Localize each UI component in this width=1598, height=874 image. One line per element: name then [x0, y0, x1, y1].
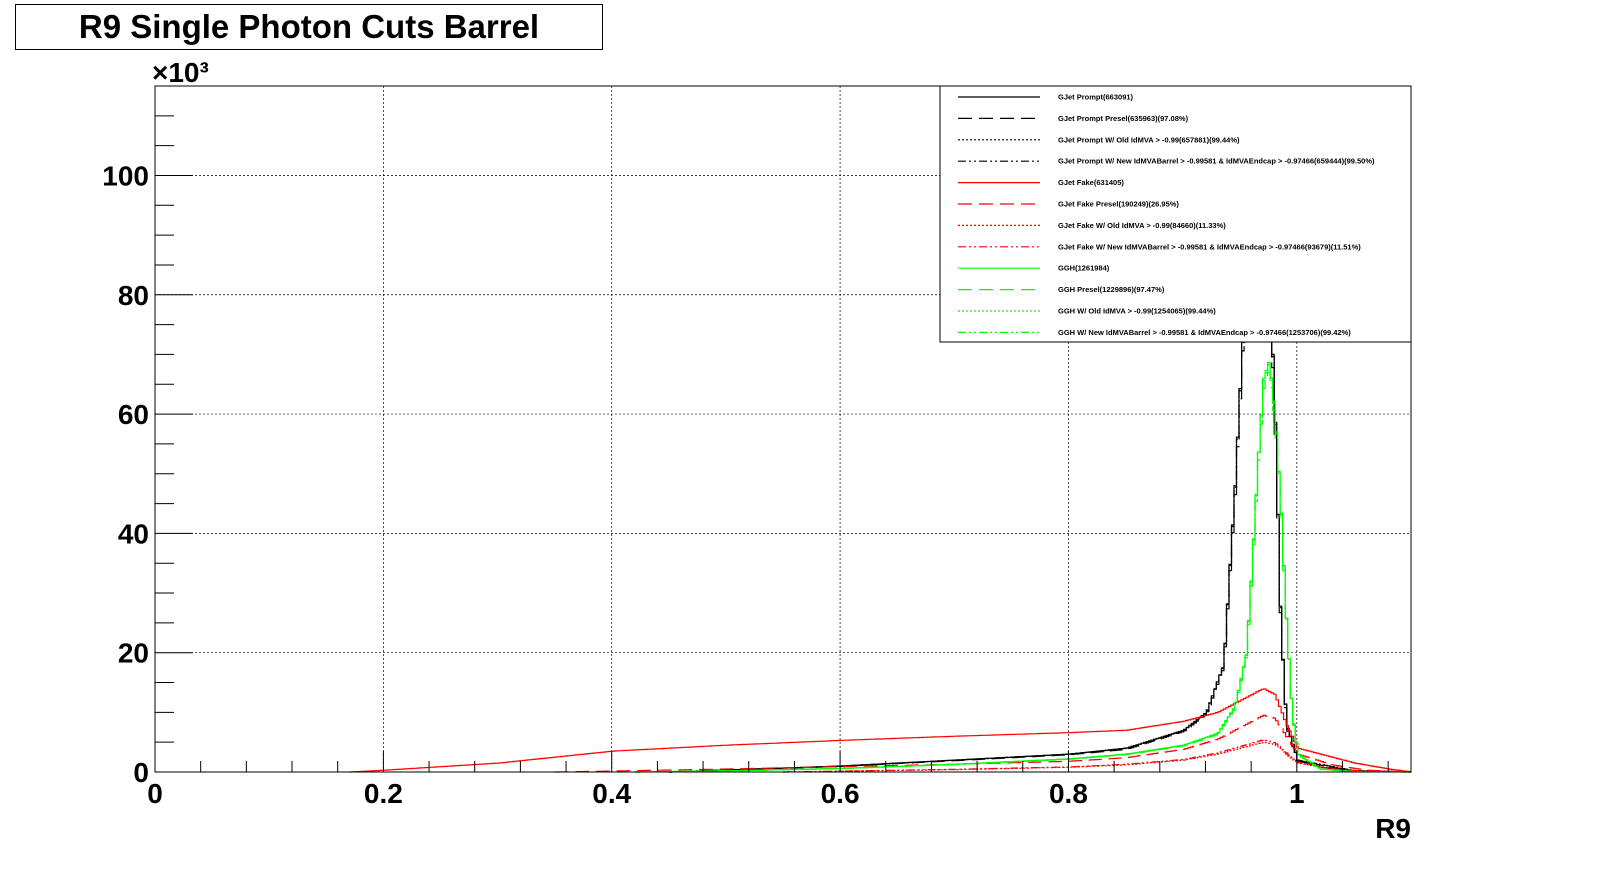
series-line-9 [634, 372, 1411, 773]
y-tick-label: 40 [118, 518, 149, 549]
legend-entry-label: GGH W/ New IdMVABarrel > -0.99581 & IdMV… [1058, 328, 1351, 337]
y-axis-multiplier: ×10³ [152, 57, 209, 88]
x-tick-label: 0.8 [1049, 778, 1088, 809]
series-line-11 [634, 364, 1411, 773]
legend-entry-label: GJet Fake W/ New IdMVABarrel > -0.99581 … [1058, 242, 1361, 251]
legend-entry-label: GJet Fake(631405) [1058, 178, 1124, 187]
legend-entry-label: GGH W/ Old IdMVA > -0.99(1254065)(99.44%… [1058, 307, 1216, 316]
grid [155, 86, 1411, 772]
y-tick-label: 60 [118, 399, 149, 430]
legend-entry-label: GJet Fake W/ Old IdMVA > -0.99(84660)(11… [1058, 221, 1226, 230]
axes: 0 20 40 60 80 100 0 0.2 0.4 0.6 0.8 1 R9 ×10³ [102, 57, 1412, 844]
y-tick-label: 20 [118, 638, 149, 669]
x-tick-label: 0.2 [364, 778, 403, 809]
x-tick-label: 1 [1289, 778, 1305, 809]
series-line-4 [349, 688, 1411, 773]
y-tick-label: 100 [102, 160, 149, 191]
legend-entry-label: GJet Prompt(663091) [1058, 93, 1134, 102]
legend-entry-label: GJet Prompt Presel(635963)(97.08%) [1058, 114, 1189, 123]
x-tick-label: 0.6 [821, 778, 860, 809]
chart-title: R9 Single Photon Cuts Barrel [78, 8, 540, 45]
legend-entry-label: GJet Prompt W/ Old IdMVA > -0.99(657881)… [1058, 135, 1240, 144]
x-tick-label: 0.4 [592, 778, 631, 809]
legend-entry-label: GGH(1261984) [1058, 264, 1110, 273]
y-tick-label: 0 [133, 757, 149, 788]
series-line-8 [634, 361, 1411, 773]
plot-frame [154, 85, 1412, 773]
series-line-10 [634, 364, 1411, 773]
y-tick-label: 80 [118, 280, 149, 311]
x-axis-label: R9 [1375, 813, 1411, 844]
legend-box [939, 85, 1412, 343]
legend-entry-label: GJet Prompt W/ New IdMVABarrel > -0.9958… [1058, 157, 1375, 166]
series-line-7 [783, 739, 1411, 773]
legend: GJet Prompt(663091) GJet Prompt Presel(63… [939, 85, 1412, 343]
series-layer [349, 115, 1411, 773]
series-line-3 [668, 118, 1411, 773]
chart-title-box: R9 Single Photon Cuts Barrel [15, 4, 603, 50]
legend-entry-label: GGH Presel(1229896)(97.47%) [1058, 285, 1165, 294]
series-line-5 [554, 714, 1411, 773]
legend-entry-label: GJet Fake Presel(190249)(26.95%) [1058, 200, 1179, 209]
x-tick-label: 0 [147, 778, 163, 809]
